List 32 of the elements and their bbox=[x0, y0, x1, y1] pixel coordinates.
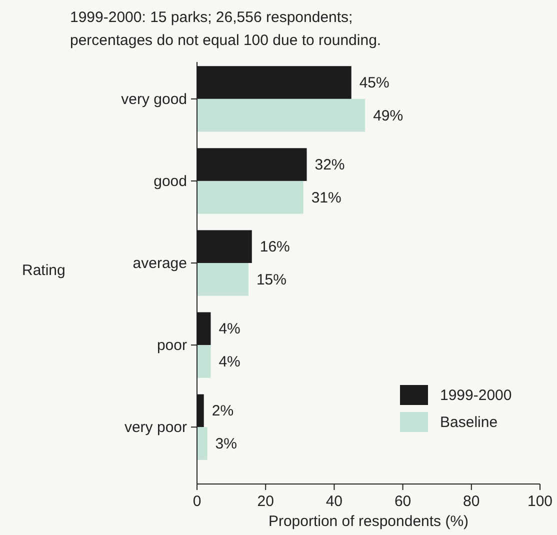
x-tick-label: 80 bbox=[463, 493, 480, 510]
x-tick-label: 40 bbox=[326, 493, 343, 510]
data-label: 2% bbox=[212, 402, 234, 420]
data-label: 45% bbox=[359, 74, 390, 92]
bar bbox=[197, 263, 248, 296]
data-label: 4% bbox=[218, 320, 240, 338]
bar bbox=[197, 345, 211, 378]
chart-subtitle: percentages do not equal 100 due to rounding. bbox=[70, 32, 382, 49]
data-label: 32% bbox=[314, 156, 345, 174]
chart-title: 1999-2000: 15 parks; 26,556 respondents; bbox=[70, 9, 353, 26]
x-tick-label: 100 bbox=[527, 493, 553, 510]
x-axis-title: Proportion of respondents (%) bbox=[268, 513, 469, 530]
data-label: 49% bbox=[373, 107, 404, 124]
y-tick-label: very good bbox=[121, 90, 187, 108]
y-tick-label: very poor bbox=[124, 419, 187, 436]
y-axis-title: Rating bbox=[22, 262, 66, 279]
bar bbox=[197, 98, 366, 132]
y-tick-label: poor bbox=[156, 337, 187, 354]
x-tick-label: 0 bbox=[192, 493, 202, 510]
data-label: 31% bbox=[311, 189, 342, 206]
x-tick-label: 20 bbox=[257, 493, 274, 510]
data-label: 3% bbox=[215, 435, 237, 452]
legend-label: 1999-2000 bbox=[440, 387, 512, 404]
legend-label: Baseline bbox=[440, 414, 498, 431]
data-label: 15% bbox=[256, 271, 286, 288]
bar bbox=[197, 180, 304, 214]
x-tick-label: 60 bbox=[394, 493, 412, 510]
data-label: 16% bbox=[260, 238, 290, 256]
data-label: 4% bbox=[218, 353, 240, 370]
y-tick-label: average bbox=[132, 255, 187, 272]
bar bbox=[197, 427, 208, 460]
y-tick-label: good bbox=[154, 172, 187, 190]
